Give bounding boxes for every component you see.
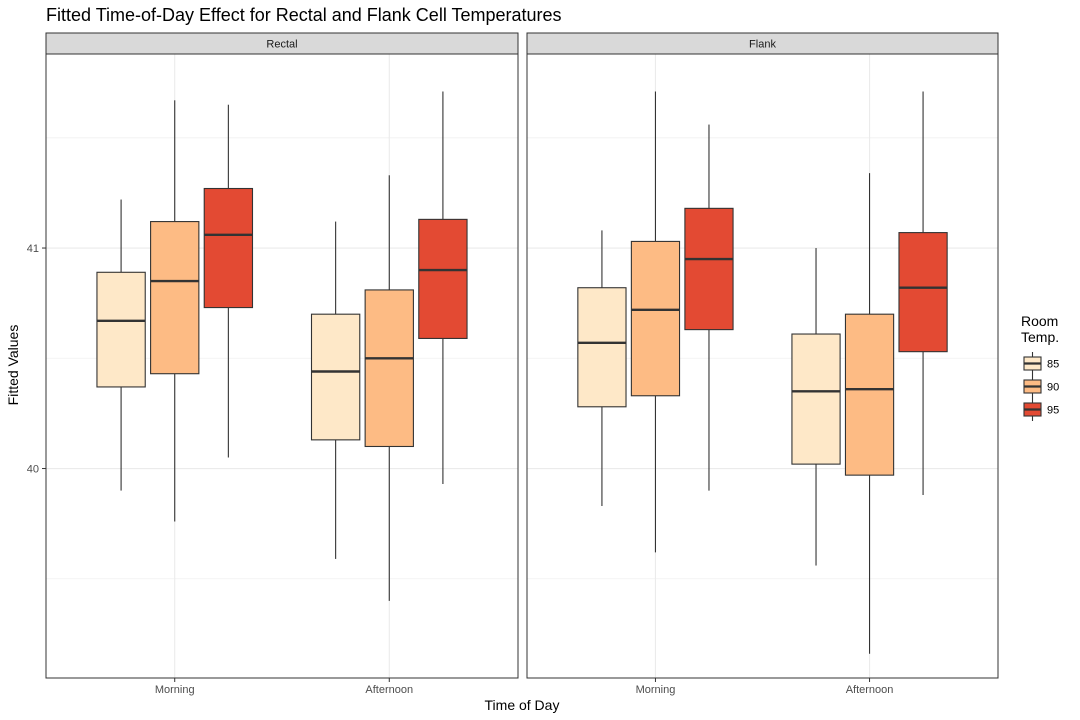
legend-title: Temp. — [1021, 329, 1059, 345]
panel-border — [45, 53, 519, 679]
box-body — [791, 333, 841, 465]
box-body — [844, 313, 895, 476]
legend-label: 85 — [1047, 359, 1059, 371]
chart-title: Fitted Time-of-Day Effect for Rectal and… — [46, 5, 562, 25]
facet-strip-label: Flank — [749, 39, 776, 51]
y-axis-title: Fitted Values — [5, 325, 21, 406]
legend-label: 95 — [1047, 405, 1059, 417]
x-tick-label: Afternoon — [365, 684, 413, 696]
legend-label: 90 — [1047, 382, 1059, 394]
panels: Rectal Morning Afternoon 40 41 Flank Morning Af… — [27, 32, 999, 696]
box-body — [898, 232, 948, 353]
box-body — [364, 289, 414, 448]
box-body — [96, 271, 146, 388]
legend-title: Room — [1021, 313, 1058, 329]
box-body — [630, 240, 681, 397]
y-tick-label: 40 — [27, 464, 39, 476]
box-body — [577, 287, 627, 408]
facet-strip-label: Rectal — [266, 39, 297, 51]
x-tick-label: Afternoon — [846, 684, 894, 696]
y-tick-label: 41 — [27, 243, 39, 255]
box-body — [310, 313, 361, 441]
box-body — [684, 207, 734, 331]
x-tick-label: Morning — [155, 684, 195, 696]
x-axis-title: Time of Day — [485, 697, 560, 713]
x-tick-label: Morning — [636, 684, 676, 696]
box-body — [203, 187, 254, 309]
box-body — [150, 221, 200, 375]
box-body — [418, 218, 468, 339]
panel-border — [526, 53, 999, 679]
